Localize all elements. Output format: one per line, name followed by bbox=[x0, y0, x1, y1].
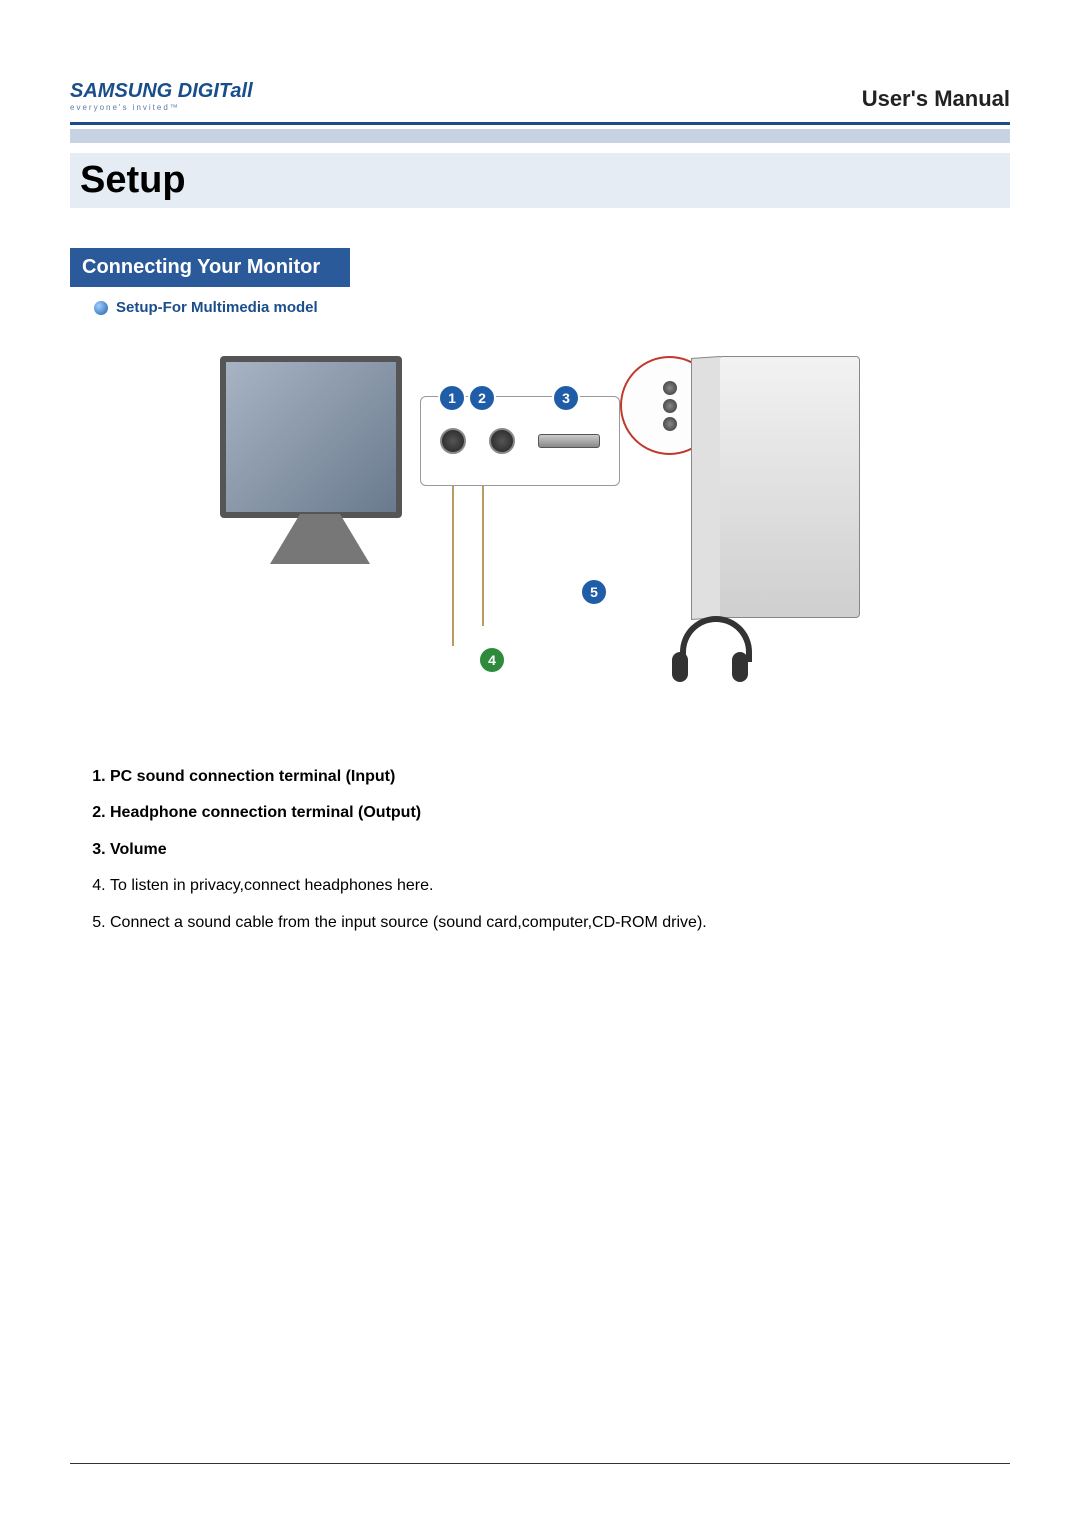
sub-note-row: Setup-For Multimedia model bbox=[94, 299, 1010, 316]
jack-icon bbox=[663, 399, 677, 413]
pc-tower-illustration bbox=[718, 356, 860, 618]
setup-banner: Setup bbox=[70, 153, 1010, 208]
list-item: Headphone connection terminal (Output) bbox=[110, 802, 1010, 824]
logo-tagline: everyone's invited™ bbox=[70, 103, 180, 112]
manual-title: User's Manual bbox=[862, 86, 1010, 112]
subsection-bar: Connecting Your Monitor bbox=[70, 248, 1010, 287]
cable-2 bbox=[482, 486, 484, 626]
list-item: To listen in privacy,connect headphones … bbox=[110, 875, 1010, 897]
section-title: Setup bbox=[80, 159, 186, 201]
logo-suffix: DIGITall bbox=[178, 80, 253, 102]
logo-main: SAMSUNG DIGITall bbox=[70, 80, 253, 103]
cable-1 bbox=[452, 486, 454, 646]
callout-2: 2 bbox=[468, 384, 496, 412]
header-row: SAMSUNG DIGITall everyone's invited™ Use… bbox=[70, 80, 1010, 112]
callout-5: 5 bbox=[580, 578, 608, 606]
headphones-illustration bbox=[670, 616, 750, 716]
jack-icon bbox=[663, 417, 677, 431]
logo-brand: SAMSUNG bbox=[70, 80, 172, 102]
list-item: Connect a sound cable from the input sou… bbox=[110, 912, 1010, 934]
port-2 bbox=[489, 428, 515, 454]
callout-4: 4 bbox=[478, 646, 506, 674]
monitor-illustration bbox=[220, 356, 420, 566]
header-rule bbox=[70, 122, 1010, 125]
footer-rule bbox=[70, 1463, 1010, 1468]
list-item: PC sound connection terminal (Input) bbox=[110, 766, 1010, 788]
manual-page: SAMSUNG DIGITall everyone's invited™ Use… bbox=[0, 0, 1080, 1528]
legend-list: PC sound connection terminal (Input) Hea… bbox=[110, 766, 1010, 948]
brand-logo: SAMSUNG DIGITall everyone's invited™ bbox=[70, 80, 253, 112]
list-item: Volume bbox=[110, 839, 1010, 861]
connection-diagram: 1 2 3 5 4 bbox=[220, 356, 860, 716]
sub-note: Setup-For Multimedia model bbox=[116, 299, 318, 316]
volume-slider-graphic bbox=[538, 434, 600, 448]
jack-icon bbox=[663, 381, 677, 395]
callout-1: 1 bbox=[438, 384, 466, 412]
bullet-icon bbox=[94, 301, 108, 315]
monitor-stand bbox=[270, 514, 370, 564]
subsection-title: Connecting Your Monitor bbox=[70, 248, 350, 287]
header-bar bbox=[70, 129, 1010, 143]
callout-3: 3 bbox=[552, 384, 580, 412]
port-1 bbox=[440, 428, 466, 454]
monitor-screen bbox=[220, 356, 402, 518]
